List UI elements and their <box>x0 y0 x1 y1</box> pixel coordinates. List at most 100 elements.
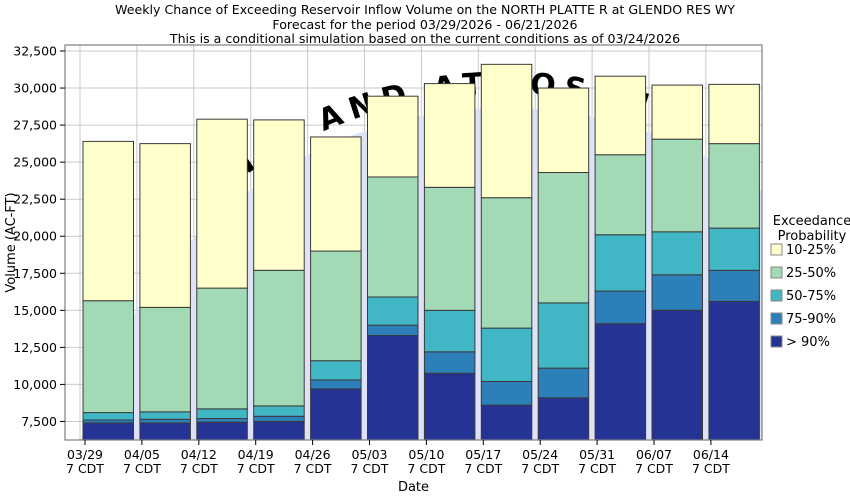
y-tick-label: 12,500 <box>13 340 57 355</box>
bar-segment-1025 <box>310 136 362 252</box>
legend-swatch <box>770 312 783 325</box>
x-tick-label-date: 04/26 <box>295 447 331 462</box>
y-tick-label: 25,000 <box>13 155 57 170</box>
bar-segment-2550 <box>537 172 590 304</box>
bar-segment-5075 <box>651 231 703 276</box>
x-tick-label-time: 7 CDT <box>180 461 218 476</box>
chart-title-line2: Forecast for the period 03/29/2026 - 06/… <box>272 16 578 32</box>
bar-segment-1025 <box>82 140 134 302</box>
y-tick-label: 32,500 <box>13 44 57 59</box>
bar-segment-1025 <box>196 118 248 289</box>
bar-segment-5075 <box>594 234 647 292</box>
bar-segment-7590 <box>594 290 647 325</box>
legend-title-line2: Probability <box>778 229 847 244</box>
legend-swatch <box>770 243 783 256</box>
y-tick-label: 30,000 <box>13 81 57 96</box>
x-tick-label-time: 7 CDT <box>294 461 332 476</box>
bar-segment-7590 <box>196 418 248 423</box>
bar-segment-90 <box>594 323 647 441</box>
bar-segment-1025 <box>480 63 533 199</box>
bar-segment-1025 <box>708 83 760 145</box>
bar-segment-90 <box>537 397 590 441</box>
legend-swatch <box>770 335 783 348</box>
chart-title-block: Weekly Chance of Exceeding Reservoir Inf… <box>0 2 850 47</box>
x-tick-label-time: 7 CDT <box>692 461 730 476</box>
bar-segment-2550 <box>651 138 703 233</box>
bar-segment-5075 <box>82 412 134 421</box>
x-tick-label-time: 7 CDT <box>237 461 275 476</box>
bar-segment-2550 <box>367 176 419 298</box>
x-tick-label-time: 7 CDT <box>635 461 673 476</box>
bar-segment-5075 <box>310 360 362 381</box>
bar-segment-5075 <box>537 302 590 369</box>
bar-segment-5075 <box>708 227 760 271</box>
bar-segment-1025 <box>423 83 476 188</box>
bar-segment-7590 <box>310 379 362 390</box>
bar-segment-90 <box>423 372 476 441</box>
x-tick-label-time: 7 CDT <box>123 461 161 476</box>
plot-frame <box>64 44 763 441</box>
x-tick-label-time: 7 CDT <box>464 461 502 476</box>
x-tick-label-time: 7 CDT <box>407 461 445 476</box>
bar-segment-5075 <box>139 411 191 420</box>
legend-title-line1: Exceedance <box>773 214 850 229</box>
bar-segment-2550 <box>423 186 476 311</box>
y-tick-label: 15,000 <box>13 303 57 318</box>
bar-segment-7590 <box>367 324 419 337</box>
bar-segment-2550 <box>139 306 191 413</box>
x-tick-label-date: 03/29 <box>67 447 103 462</box>
bar-segment-5075 <box>423 309 476 353</box>
bar-segment-7590 <box>253 415 305 422</box>
bar-segment-90 <box>139 422 191 441</box>
bar-segment-1025 <box>537 87 590 174</box>
bar-segment-90 <box>196 421 248 441</box>
bar-segment-5075 <box>196 408 248 420</box>
bar-segment-7590 <box>480 380 533 406</box>
legend-swatch <box>770 289 783 302</box>
bar-segment-5075 <box>367 296 419 326</box>
legend-label: 75-90% <box>786 312 836 327</box>
x-tick-label-date: 04/05 <box>124 447 160 462</box>
bar-segment-90 <box>82 422 134 441</box>
y-tick-label: 20,000 <box>13 229 57 244</box>
bar-segment-2550 <box>196 287 248 410</box>
bar-segment-2550 <box>253 269 305 407</box>
x-tick-label-date: 06/07 <box>636 447 672 462</box>
bar-segment-90 <box>480 404 533 441</box>
x-tick-label-date: 05/03 <box>351 447 387 462</box>
chart-title-line3: This is a conditional simulation based o… <box>169 31 681 46</box>
x-tick-label-time: 7 CDT <box>578 461 616 476</box>
x-tick-label-date: 04/12 <box>181 447 217 462</box>
bar-segment-2550 <box>82 300 134 414</box>
x-axis-title: Date <box>398 480 429 495</box>
y-tick-label: 22,500 <box>13 192 57 207</box>
x-tick-label-time: 7 CDT <box>66 461 104 476</box>
y-tick-label: 27,500 <box>13 118 57 133</box>
x-tick-label-date: 05/24 <box>522 447 558 462</box>
bar-segment-90 <box>253 420 305 441</box>
bar-segment-7590 <box>139 418 191 424</box>
bar-segment-2550 <box>708 143 760 229</box>
bar-segment-7590 <box>651 274 703 311</box>
chart-title-line1: Weekly Chance of Exceeding Reservoir Inf… <box>115 2 735 17</box>
x-tick-label-date: 06/14 <box>693 447 729 462</box>
y-axis-title: Volume (AC-FT) <box>4 192 19 292</box>
bar-segment-7590 <box>537 367 590 399</box>
x-tick-label-date: 05/10 <box>408 447 444 462</box>
bar-segment-5075 <box>480 327 533 382</box>
legend-label: 10-25% <box>786 243 836 258</box>
legend-label: > 90% <box>786 335 830 350</box>
x-tick-label-time: 7 CDT <box>521 461 559 476</box>
bar-segment-1025 <box>139 143 191 308</box>
bar-segment-7590 <box>423 351 476 374</box>
bar-segment-1025 <box>651 84 703 140</box>
bar-segment-2550 <box>480 197 533 329</box>
x-tick-label-date: 05/31 <box>579 447 615 462</box>
bar-segment-1025 <box>253 119 305 271</box>
bar-segment-1025 <box>594 75 647 156</box>
bar-segment-90 <box>651 309 703 441</box>
y-tick-label: 7,500 <box>21 414 57 429</box>
bar-segment-1025 <box>367 95 419 178</box>
